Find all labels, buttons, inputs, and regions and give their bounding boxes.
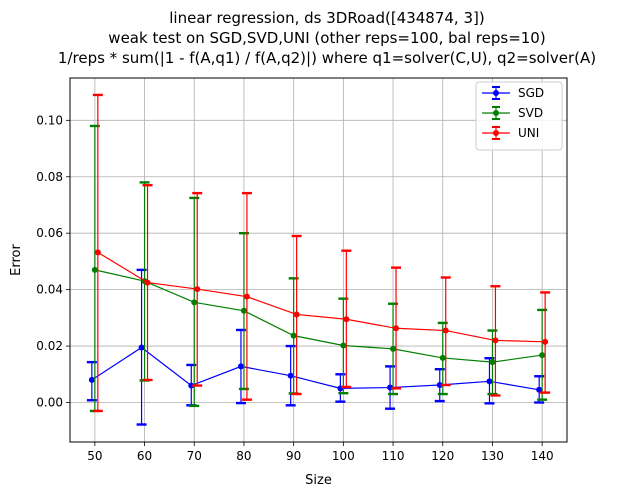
x-tick-label: 50 (87, 449, 102, 463)
series-uni (92, 93, 551, 413)
y-tick-label: 0.00 (36, 395, 63, 409)
x-axis-label: Size (305, 473, 332, 488)
data-point (94, 249, 101, 256)
series-svd (89, 124, 548, 413)
data-point (88, 376, 95, 383)
x-tick-label: 70 (187, 449, 202, 463)
data-point (91, 266, 98, 273)
legend-label: UNI (518, 126, 539, 140)
x-tick-label: 110 (382, 449, 405, 463)
data-point (439, 354, 446, 361)
data-point (194, 286, 201, 293)
x-tick-label: 80 (236, 449, 251, 463)
data-point (536, 386, 543, 393)
data-point (138, 344, 145, 351)
y-tick-label: 0.02 (36, 339, 63, 353)
data-point (390, 345, 397, 352)
legend-marker (493, 130, 499, 136)
legend-marker (493, 110, 499, 116)
data-point (343, 316, 350, 323)
data-point (144, 279, 151, 286)
data-point (489, 359, 496, 366)
x-tick-label: 100 (332, 449, 355, 463)
grid (70, 78, 567, 442)
data-point (293, 311, 300, 318)
data-point (240, 307, 247, 314)
series-line (97, 251, 546, 343)
data-point (393, 325, 400, 332)
legend-label: SGD (518, 86, 544, 100)
y-tick-label: 0.08 (36, 170, 63, 184)
y-tick-label: 0.10 (36, 113, 63, 127)
y-axis-label: Error (9, 244, 24, 276)
data-point (340, 342, 347, 349)
data-point (243, 293, 250, 300)
legend-marker (493, 90, 499, 96)
legend-item-uni: UNI (482, 126, 539, 140)
data-point (492, 337, 499, 344)
chart-title-line-1: linear regression, ds 3DRoad([434874, 3]… (169, 9, 484, 27)
legend-label: SVD (518, 106, 543, 120)
data-point (436, 382, 443, 389)
series-line (91, 346, 540, 391)
data-point (542, 338, 549, 345)
data-point (237, 363, 244, 370)
data-point (191, 299, 198, 306)
data-point (486, 378, 493, 385)
series-line (94, 269, 543, 363)
series-group (86, 93, 551, 426)
legend-item-sgd: SGD (482, 86, 544, 100)
x-tick-label: 90 (286, 449, 301, 463)
ticks: 50 60 70 80 90 100 110 120 130 140 0.00 0.02 0.04 0.0… (36, 113, 553, 463)
y-tick-label: 0.06 (36, 226, 63, 240)
y-tick-label: 0.04 (36, 283, 63, 297)
data-point (188, 382, 195, 389)
x-tick-label: 120 (431, 449, 454, 463)
data-point (290, 332, 297, 339)
chart-title-line-2: weak test on SGD,SVD,UNI (other reps=100… (108, 29, 545, 47)
data-point (287, 372, 294, 379)
x-tick-label: 60 (137, 449, 152, 463)
x-tick-label: 140 (531, 449, 554, 463)
data-point (442, 327, 449, 334)
x-tick-label: 130 (481, 449, 504, 463)
legend-item-svd: SVD (482, 106, 543, 120)
legend: SGD SVD UNI (475, 81, 563, 151)
series-sgd (86, 268, 545, 426)
chart-title-line-3: 1/reps * sum(|1 - f(A,q1) / f(A,q2)|) wh… (58, 49, 596, 67)
data-point (539, 352, 546, 359)
plot-frame (69, 77, 568, 443)
